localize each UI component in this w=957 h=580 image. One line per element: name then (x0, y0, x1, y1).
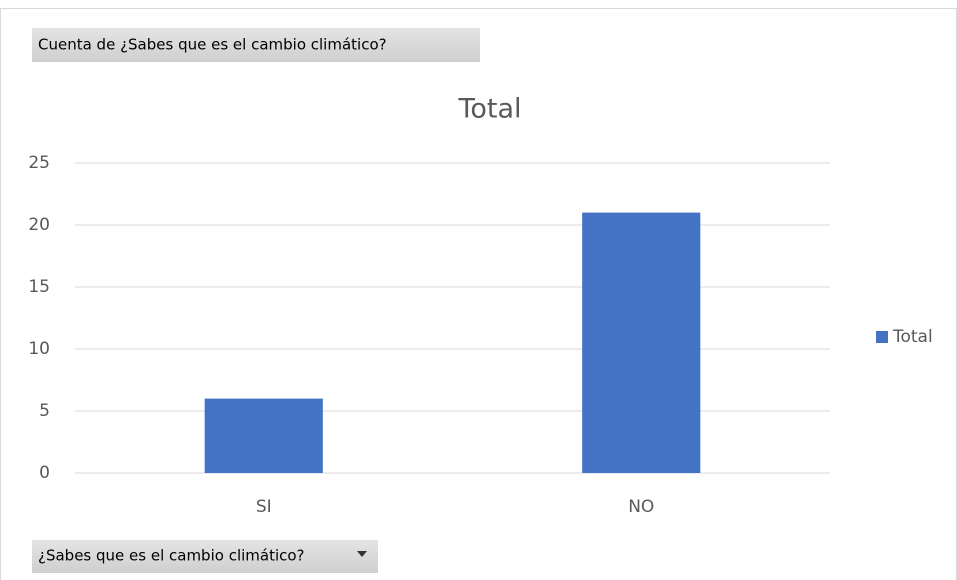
dropdown-arrow[interactable] (357, 551, 367, 557)
chart-title: Total (457, 94, 521, 125)
x-tick-label: SI (256, 497, 272, 517)
y-tick-label: 15 (28, 277, 50, 297)
x-tick-label: NO (628, 497, 654, 517)
y-tick-label: 20 (28, 215, 50, 235)
y-tick-label: 25 (28, 153, 50, 173)
axis-field-button[interactable] (32, 540, 378, 573)
y-tick-label: 0 (39, 463, 50, 483)
legend-swatch (876, 331, 888, 343)
bar (204, 398, 323, 473)
legend-label: Total (892, 327, 933, 347)
chart-area (0, 8, 957, 580)
bar (582, 212, 701, 473)
y-tick-label: 10 (28, 339, 50, 359)
value-field-label: Cuenta de ¿Sabes que es el cambio climát… (38, 36, 387, 54)
axis-field-label: ¿Sabes que es el cambio climático? (38, 547, 305, 565)
y-tick-label: 5 (39, 401, 50, 421)
value-field-button[interactable] (32, 28, 480, 62)
